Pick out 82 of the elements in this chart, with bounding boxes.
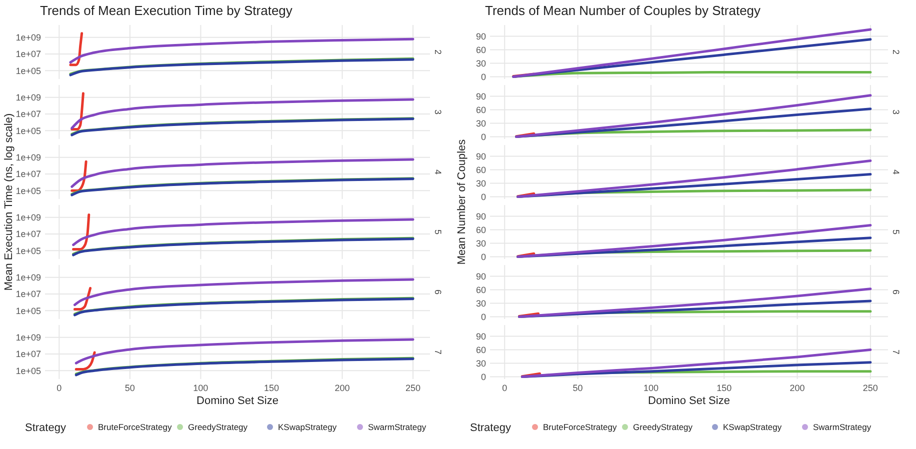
y-tick-label: 90 [476, 211, 486, 222]
text: 4 [890, 169, 901, 175]
y-axis-title: Mean Execution Time (ns, log scale) [3, 113, 15, 291]
legend-label: BruteForceStrategy [98, 422, 172, 432]
y-tick-label: 0 [480, 192, 486, 202]
text: 5 [432, 229, 443, 235]
x-tick-label: 100 [643, 383, 658, 393]
y-tick-label: 1e+07 [16, 289, 41, 300]
y-tick-label: 1e+07 [16, 49, 41, 60]
y-tick-label: 90 [476, 331, 486, 342]
y-tick-label: 1e+09 [16, 92, 41, 102]
text: 4 [432, 169, 443, 175]
x-tick-label: 200 [790, 383, 805, 393]
y-tick-label: 1e+05 [16, 126, 41, 136]
x-tick-label: 50 [124, 383, 135, 393]
y-tick-label: 1e+07 [16, 229, 41, 240]
text: 2 [432, 49, 443, 55]
y-tick-label: 1e+07 [16, 109, 41, 120]
y-tick-label: 0 [480, 72, 486, 82]
y-tick-label: 1e+05 [16, 246, 41, 256]
y-tick-label: 1e+09 [16, 212, 41, 222]
legend-label: KSwapStrategy [723, 422, 782, 432]
y-tick-label: 60 [476, 44, 486, 55]
text: 7 [432, 349, 443, 355]
legend-label: SwarmStrategy [368, 422, 427, 432]
text: 7 [890, 349, 901, 355]
y-tick-label: 1e+09 [16, 332, 41, 342]
y-tick-label: 0 [480, 132, 486, 142]
x-tick-label: 150 [716, 383, 732, 393]
y-tick-label: 0 [480, 312, 486, 322]
y-tick-label: 1e+09 [16, 32, 41, 42]
chart-title: Trends of Mean Execution Time by Strategy [40, 3, 293, 18]
y-tick-label: 1e+05 [16, 66, 41, 76]
legend-label: GreedyStrategy [633, 422, 694, 432]
y-tick-label: 1e+05 [16, 366, 41, 376]
text: 3 [890, 109, 901, 115]
y-tick-label: 60 [476, 284, 486, 295]
text: 6 [432, 289, 443, 295]
x-tick-label: 200 [334, 383, 350, 393]
legend-label: GreedyStrategy [188, 422, 248, 432]
y-tick-label: 60 [476, 164, 486, 175]
legend-title: Strategy [25, 422, 66, 434]
x-tick-label: 250 [406, 383, 421, 393]
text: 3 [432, 109, 443, 115]
y-tick-label: 0 [480, 372, 486, 382]
y-tick-label: 30 [476, 58, 486, 68]
y-tick-label: 1e+05 [16, 186, 41, 196]
y-tick-label: 1e+09 [16, 152, 41, 162]
text: 6 [890, 289, 901, 295]
y-tick-label: 90 [476, 31, 486, 42]
y-tick-label: 60 [476, 344, 486, 355]
x-tick-label: 100 [193, 383, 208, 393]
legend-label: BruteForceStrategy [543, 422, 618, 432]
y-tick-label: 60 [476, 104, 486, 115]
y-tick-label: 30 [476, 118, 486, 128]
x-axis-title: Domino Set Size [648, 395, 730, 407]
text: 5 [890, 229, 901, 235]
y-tick-label: 30 [476, 178, 486, 188]
y-tick-label: 30 [476, 238, 486, 248]
y-tick-label: 90 [476, 91, 486, 102]
x-tick-label: 0 [56, 383, 62, 393]
chart-title: Trends of Mean Number of Couples by Strategy [485, 3, 762, 18]
legend-label: KSwapStrategy [278, 422, 338, 432]
legend-title: Strategy [470, 422, 512, 434]
y-tick-label: 60 [476, 224, 486, 235]
x-axis-title: Domino Set Size [196, 395, 278, 407]
legend-label: SwarmStrategy [813, 422, 872, 432]
y-axis-title: Mean Number of Couples [456, 138, 468, 265]
text: 2 [890, 49, 901, 55]
y-tick-label: 30 [476, 358, 486, 368]
y-tick-label: 0 [480, 252, 486, 262]
x-tick-label: 150 [264, 383, 279, 393]
x-tick-label: 0 [502, 383, 508, 393]
y-tick-label: 1e+07 [16, 169, 41, 180]
y-tick-label: 30 [476, 298, 486, 308]
x-tick-label: 250 [862, 383, 878, 393]
y-tick-label: 90 [476, 151, 486, 162]
y-tick-label: 1e+05 [16, 306, 41, 316]
y-tick-label: 90 [476, 271, 486, 282]
y-tick-label: 1e+09 [16, 272, 41, 282]
y-tick-label: 1e+07 [16, 349, 41, 360]
x-tick-label: 50 [572, 383, 583, 393]
